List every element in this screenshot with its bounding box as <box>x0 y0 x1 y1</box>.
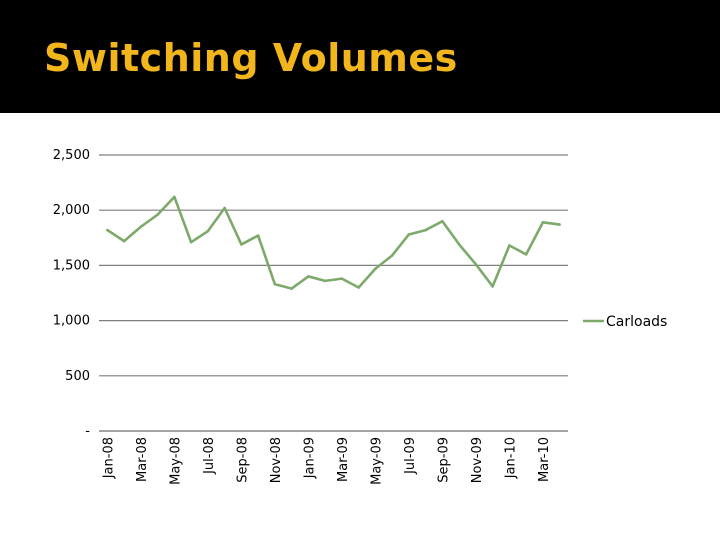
x-tick-label: Jan-08 <box>101 437 116 479</box>
data-point <box>156 213 159 216</box>
data-point <box>390 254 394 257</box>
data-point <box>407 233 411 236</box>
data-point <box>273 282 277 286</box>
data-point <box>206 229 210 233</box>
data-point <box>189 240 193 244</box>
x-tick-label: Jul-09 <box>403 437 418 475</box>
y-tick-label: - <box>85 424 90 439</box>
data-point <box>173 195 176 199</box>
x-tick-label: Mar-08 <box>135 437 150 482</box>
y-tick-label: 2,000 <box>53 203 90 218</box>
x-tick-label: Jan-10 <box>503 437 518 479</box>
data-point <box>122 239 126 243</box>
x-tick-label: May-08 <box>168 437 183 485</box>
data-point <box>424 228 427 232</box>
x-tick-label: Nov-09 <box>470 437 485 483</box>
x-tick-label: Sep-09 <box>436 437 451 483</box>
data-point <box>474 262 478 266</box>
data-point <box>508 244 511 247</box>
data-point <box>340 277 344 280</box>
y-tick-label: 2,500 <box>53 148 90 163</box>
y-tick-label: 1,000 <box>53 314 90 329</box>
data-point <box>374 267 377 271</box>
data-point <box>491 285 494 288</box>
data-point <box>290 287 293 290</box>
series-line-carloads <box>106 195 560 290</box>
title-bar <box>0 0 720 113</box>
data-point <box>256 234 260 237</box>
data-point <box>307 275 310 278</box>
data-point <box>223 206 226 210</box>
x-tick-label: Jan-09 <box>302 437 317 479</box>
data-point <box>106 228 109 232</box>
data-point <box>524 253 528 256</box>
data-point <box>323 279 327 283</box>
slide-title: Switching Volumes <box>44 36 458 80</box>
x-tick-label: Nov-08 <box>269 437 284 483</box>
data-point <box>541 221 545 224</box>
y-tick-label: 1,500 <box>53 258 90 273</box>
data-point <box>441 219 444 223</box>
legend-label: Carloads <box>606 314 667 330</box>
x-tick-label: Sep-08 <box>235 437 250 483</box>
x-tick-label: Mar-09 <box>336 437 351 482</box>
data-point <box>558 223 561 226</box>
data-point <box>240 243 243 246</box>
data-point <box>457 243 461 246</box>
y-tick-label: 500 <box>65 369 90 384</box>
x-tick-label: May-09 <box>369 437 384 485</box>
data-point <box>357 286 360 289</box>
x-tick-label: Jul-08 <box>202 437 217 475</box>
data-point <box>139 225 143 229</box>
x-tick-label: Mar-10 <box>537 437 552 482</box>
